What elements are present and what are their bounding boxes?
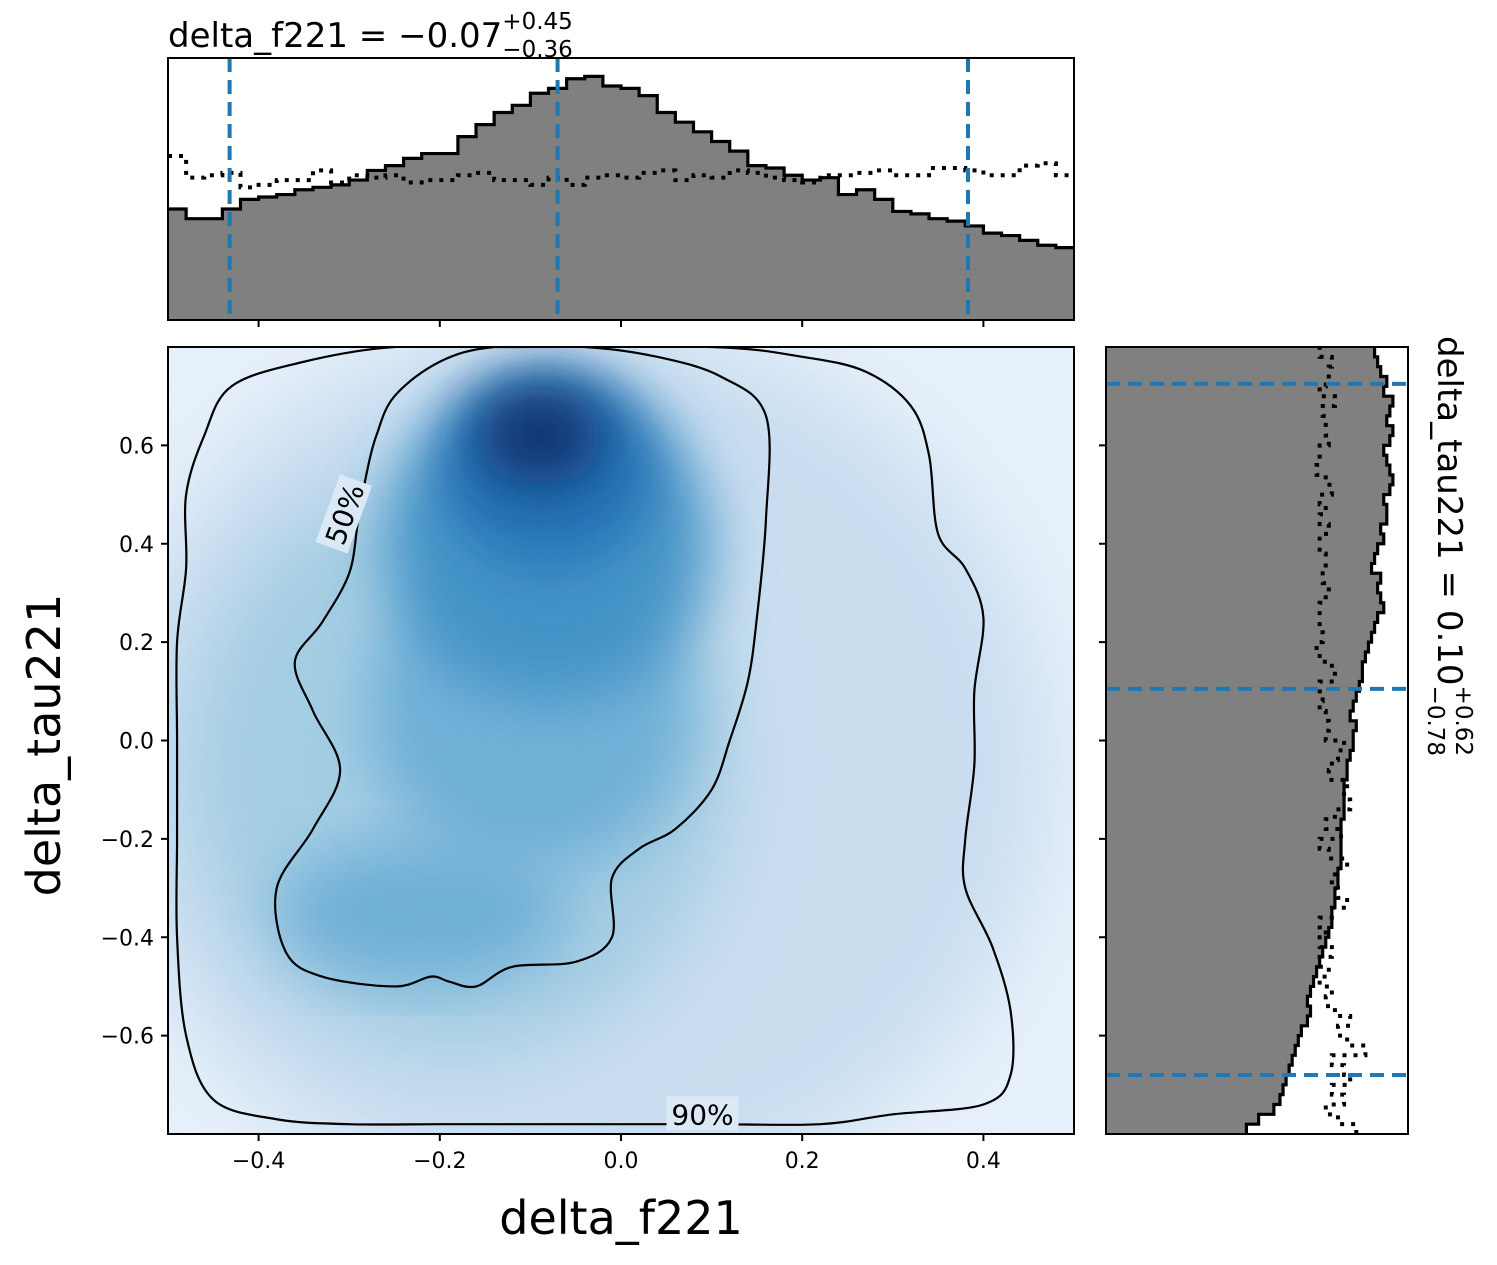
right-marginal-panel: delta_tau221 = 0.10+0.62−0.78 (1099, 336, 1476, 1135)
x-tick-label-3: 0.2 (785, 1149, 820, 1174)
top-title-param: delta_f221 (168, 16, 348, 56)
y-tick-label-5: 0.4 (119, 533, 154, 558)
top-marginal-panel: delta_f221 = −0.07+0.45 −0.36 (167, 9, 1075, 327)
right-prior-histogram (1314, 347, 1368, 1134)
top-title-value: −0.07 (398, 16, 502, 56)
top-title-upper: +0.45 (502, 9, 572, 35)
contour-50pct (274, 347, 771, 989)
x-tick-label-1: −0.2 (413, 1149, 466, 1174)
x-axis-label: delta_f221 (499, 1191, 743, 1245)
right-panel-title: delta_tau221 = 0.10+0.62−0.78 (1422, 336, 1476, 756)
density-heatmap (168, 347, 1047, 1134)
x-tick-label-2: 0.0 (604, 1149, 639, 1174)
top-posterior-histogram (168, 76, 1074, 320)
right-y-ticks (1099, 444, 1106, 1037)
contour-label-bg-1 (666, 1096, 739, 1131)
x-tick-label-4: 0.4 (966, 1149, 1001, 1174)
density-blob-6 (476, 386, 603, 485)
right-title-upper: +0.62 (1450, 686, 1476, 756)
y-tick-label-0: −0.6 (101, 1025, 154, 1050)
right-title-lower: −0.78 (1422, 686, 1448, 756)
joint-y-ticks: −0.6 −0.4 −0.2 0.0 0.2 0.4 0.6 (101, 434, 168, 1050)
top-title-lower: −0.36 (502, 37, 572, 63)
y-tick-label-2: −0.2 (101, 828, 154, 853)
y-tick-label-4: 0.2 (119, 631, 154, 656)
y-tick-label-3: 0.0 (119, 730, 154, 755)
x-tick-label-0: −0.4 (232, 1149, 285, 1174)
contour-label-bg-0 (315, 474, 373, 554)
joint-x-ticks: −0.4 −0.2 0.0 0.2 0.4 (232, 1134, 1001, 1174)
right-title-equals: = (1429, 560, 1469, 610)
top-posterior-outline (168, 74, 1074, 250)
right-title-value: 0.10 (1429, 610, 1469, 686)
top-x-ticks (257, 320, 985, 327)
density-blob-2 (276, 838, 567, 987)
right-title-param: delta_tau221 (1429, 336, 1469, 560)
top-panel-title: delta_f221 = −0.07+0.45 −0.36 (168, 9, 573, 63)
y-tick-label-1: −0.4 (101, 926, 154, 951)
right-quantile-lines (1106, 381, 1408, 1077)
right-posterior-outline (1244, 347, 1395, 1134)
top-title-equals: = (348, 16, 398, 56)
joint-panel: −0.4 −0.2 0.0 0.2 0.4 −0.6 −0.4 −0.2 0.0 0.2 0.4 0… (17, 346, 1075, 1245)
contour-label-1: 90% (671, 1098, 733, 1131)
y-axis-label: delta_tau221 (17, 594, 71, 897)
y-tick-label-6: 0.6 (119, 434, 154, 459)
